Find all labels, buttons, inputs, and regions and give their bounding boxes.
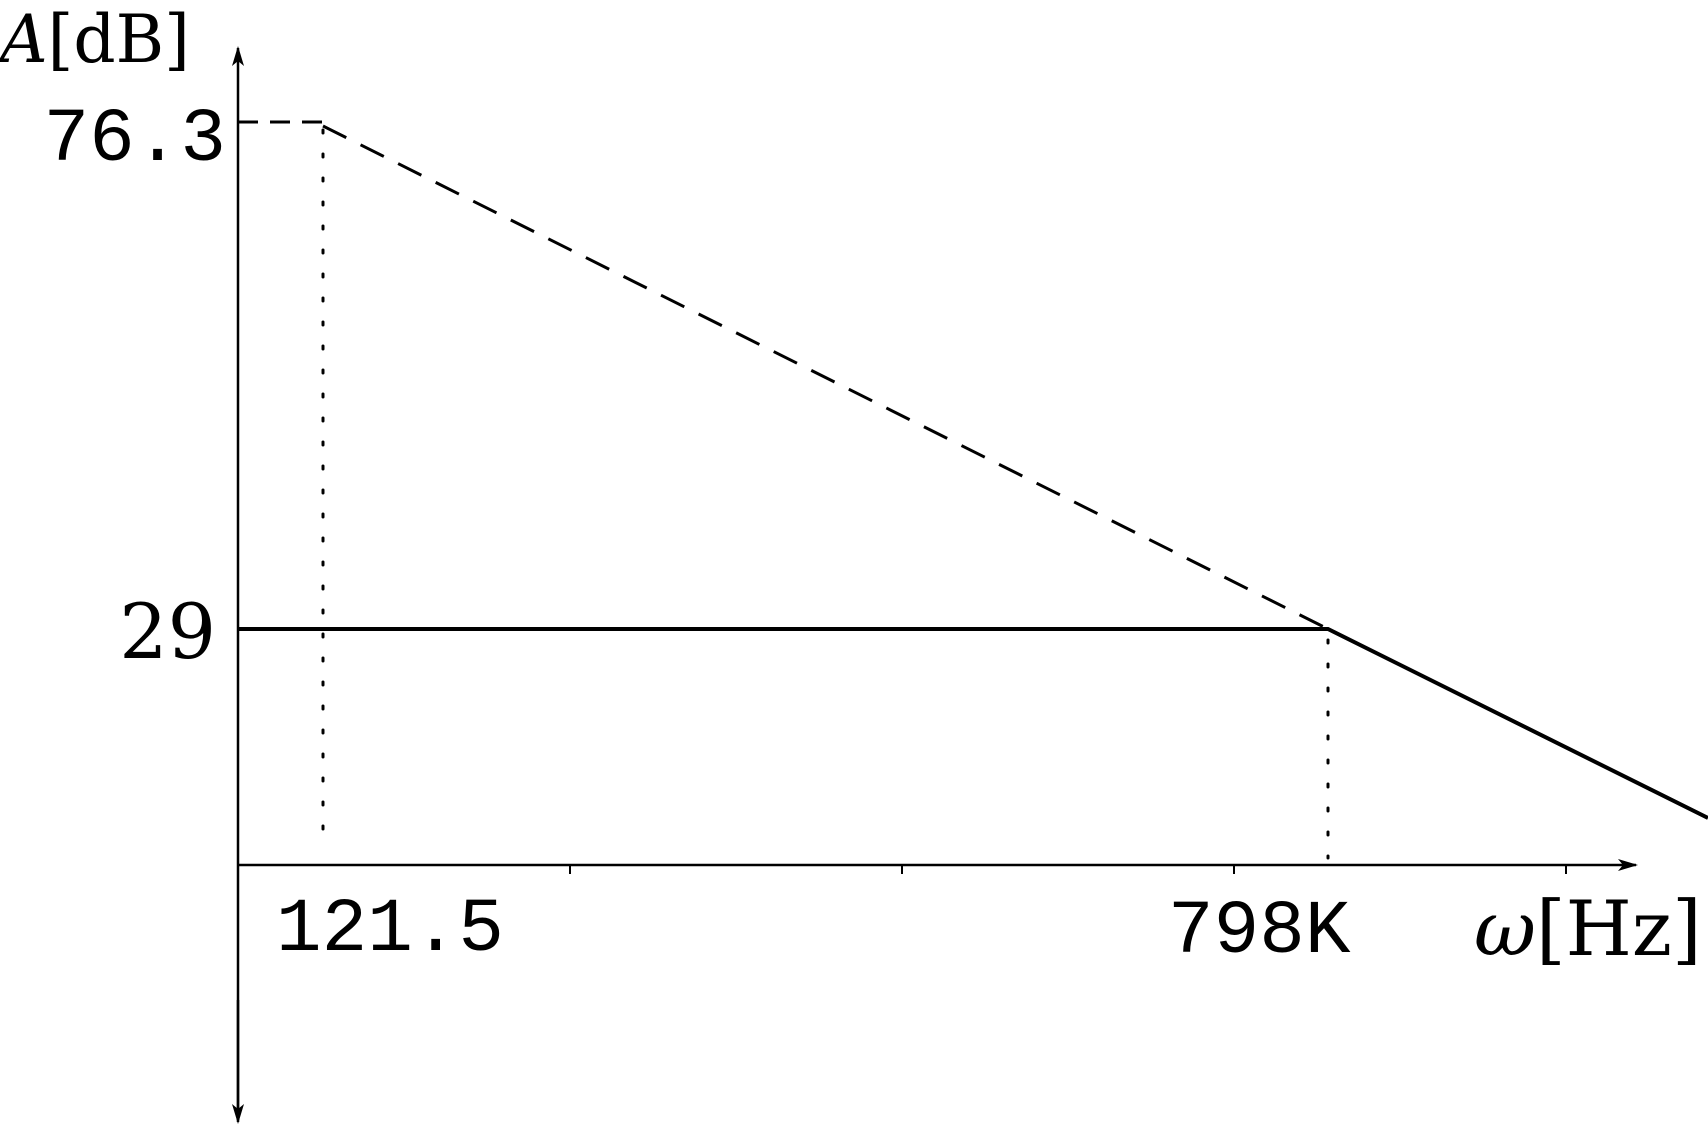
x-axis-label: ω[Hz] — [1474, 884, 1702, 973]
y-tick-label-76.3: 76.3 — [44, 97, 226, 183]
y-tick-label-29: 29 — [119, 587, 216, 676]
x-tick-label-798K: 798K — [1168, 889, 1351, 975]
solid-response-line — [238, 627, 1708, 820]
x-tick-label-121.5: 121.5 — [276, 887, 504, 973]
x-axis-unit: [Hz] — [1536, 884, 1702, 973]
y-axis-symbol: A — [0, 1, 48, 78]
dashed-slope-line — [322, 124, 1329, 631]
y-axis-label: A[dB] — [0, 1, 190, 78]
y-axis-unit: [dB] — [48, 1, 190, 78]
x-axis-ticks — [569, 865, 1567, 874]
x-axis-symbol: ω — [1474, 884, 1536, 973]
